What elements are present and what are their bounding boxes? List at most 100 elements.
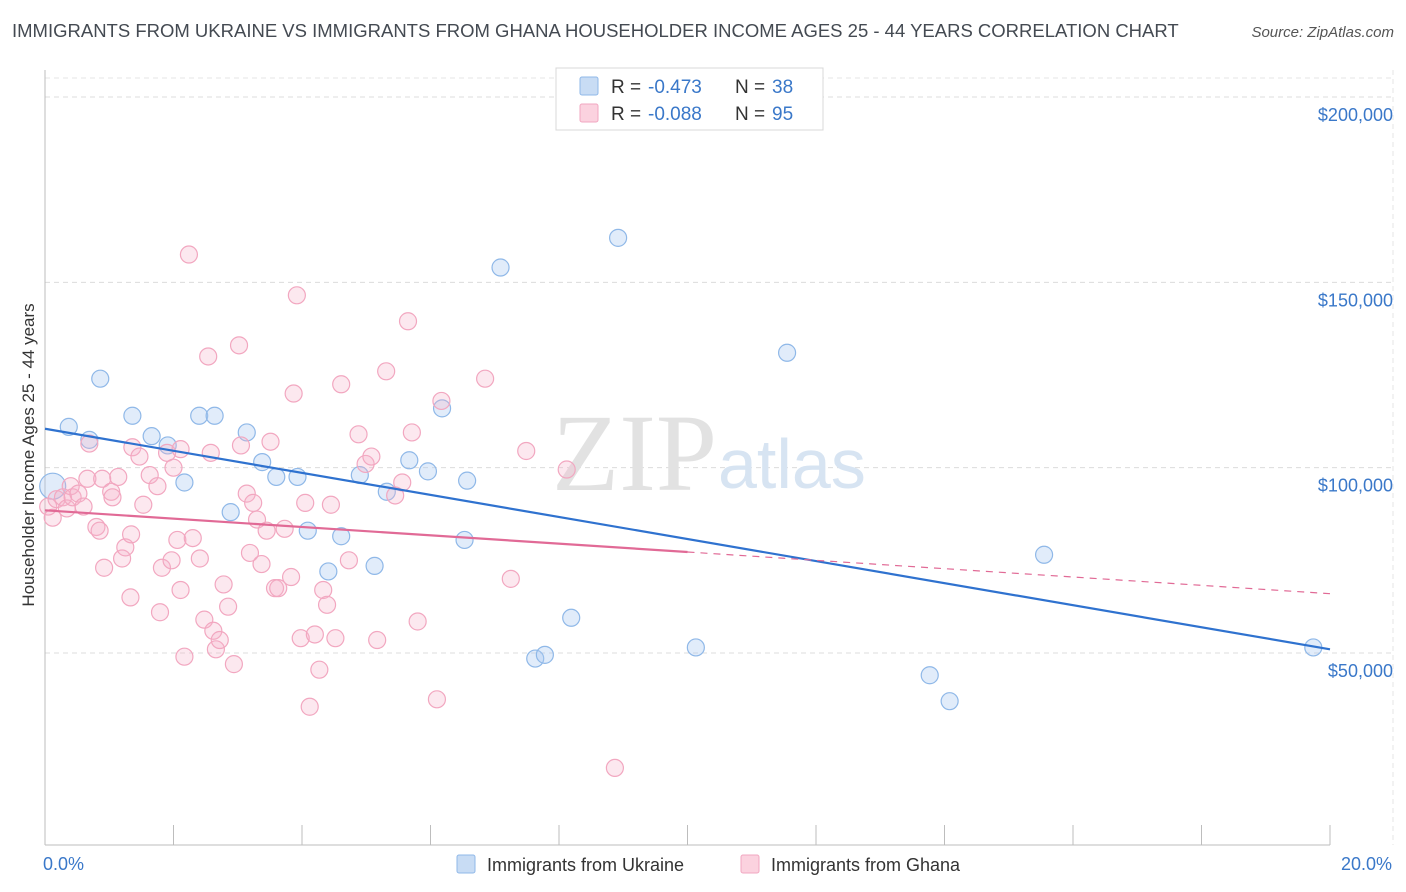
point-ukraine-9 <box>205 406 224 425</box>
point-ghana-31 <box>164 458 183 477</box>
point-ghana-74 <box>349 425 368 444</box>
point-ghana-76 <box>362 447 381 466</box>
point-ukraine-22 <box>418 462 438 481</box>
point-ghana-68 <box>314 580 333 600</box>
point-ukraine-16 <box>319 562 338 581</box>
point-ghana-86 <box>476 369 495 388</box>
point-ghana-1 <box>43 508 62 527</box>
legend-n-value-ghana: 95 <box>772 104 793 125</box>
legend-box <box>555 67 824 131</box>
point-ghana-28 <box>152 558 172 577</box>
point-ukraine-32 <box>777 343 797 362</box>
point-ghana-17 <box>109 467 128 487</box>
point-ghana-87 <box>501 569 520 588</box>
bottom-legend: Immigrants from Ukraine Immigrants from … <box>456 854 961 875</box>
point-ghana-90 <box>605 758 624 778</box>
bottom-legend-label-ukraine: Immigrants from Ukraine <box>487 855 684 875</box>
point-ghana-12 <box>90 521 109 540</box>
point-ukraine-23 <box>432 399 452 418</box>
point-ghana-67 <box>310 660 329 679</box>
point-ghana-78 <box>377 362 396 381</box>
point-ghana-64 <box>296 493 315 512</box>
point-ghana-47 <box>224 655 243 674</box>
watermark: ZIP atlas <box>552 392 866 514</box>
point-ukraine-3 <box>91 369 110 388</box>
legend-r-value-ghana: -0.088 <box>648 104 702 125</box>
point-ukraine-31 <box>686 638 705 657</box>
point-ghana-49 <box>231 436 251 455</box>
point-ukraine-17 <box>332 527 351 546</box>
axes <box>44 70 1331 846</box>
bottom-legend-label-ghana: Immigrants from Ghana <box>771 855 961 875</box>
legend-swatch-ghana <box>579 103 599 123</box>
point-ghana-89 <box>557 460 576 479</box>
y-tick-label-0: $50,000 <box>1328 661 1393 681</box>
point-ukraine-7 <box>175 473 194 492</box>
watermark-zip: ZIP <box>552 392 717 514</box>
y-axis-label: Householder Income Ages 25 - 44 years <box>19 303 38 606</box>
point-ghana-45 <box>214 575 233 594</box>
point-ukraine-34 <box>940 692 959 711</box>
legend-r-label-ukraine: R = <box>611 77 641 98</box>
point-ukraine-8 <box>190 406 209 425</box>
legend-r-value-ukraine: -0.473 <box>648 77 702 98</box>
point-ghana-20 <box>121 525 141 544</box>
trend-line-ghana-dashed <box>687 551 1331 595</box>
point-ghana-43 <box>206 640 226 659</box>
point-ukraine-27 <box>526 649 545 668</box>
point-ghana-58 <box>269 579 288 598</box>
point-ukraine-4 <box>123 406 142 425</box>
point-ghana-16 <box>103 488 122 507</box>
point-ukraine-24 <box>455 530 474 550</box>
bottom-legend-swatch-ghana <box>740 854 760 874</box>
legend-r-label-ghana: R = <box>611 104 641 125</box>
y-tick-labels: $50,000 $100,000 $150,000 $200,000 <box>1318 105 1393 681</box>
point-ghana-71 <box>326 629 345 648</box>
point-ghana-26 <box>148 477 167 496</box>
point-ghana-66 <box>305 625 324 644</box>
point-ukraine-19 <box>365 556 384 575</box>
point-ghana-51 <box>240 543 260 563</box>
point-ghana-10 <box>80 434 99 453</box>
point-ghana-27 <box>150 603 170 622</box>
point-ghana-54 <box>252 554 271 574</box>
point-ghana-77 <box>368 630 387 650</box>
point-ghana-32 <box>168 530 187 550</box>
x-tick-label-max: 20.0% <box>1341 854 1392 874</box>
point-ghana-55 <box>257 521 276 540</box>
point-ghana-63 <box>291 629 310 648</box>
point-ghana-38 <box>190 549 209 568</box>
point-ghana-44 <box>210 630 229 650</box>
point-ghana-15 <box>102 482 121 501</box>
legend-n-label-ukraine: N = <box>735 77 765 98</box>
point-ghana-88 <box>517 441 536 461</box>
watermark-atlas: atlas <box>718 425 866 503</box>
y-tick-label-2: $150,000 <box>1318 290 1393 310</box>
point-ghana-21 <box>121 588 140 607</box>
trend-lines <box>44 427 1331 651</box>
point-ghana-34 <box>171 580 190 600</box>
point-ghana-36 <box>179 245 199 264</box>
point-ghana-5 <box>61 477 80 496</box>
y-tick-label-1: $100,000 <box>1318 476 1393 496</box>
point-ghana-60 <box>281 567 301 587</box>
point-ukraine-25 <box>458 471 477 490</box>
point-ghana-33 <box>171 440 190 459</box>
point-ghana-72 <box>332 375 351 394</box>
point-ghana-30 <box>162 551 181 570</box>
point-ukraine-29 <box>562 608 581 627</box>
point-ghana-13 <box>93 469 112 488</box>
legend-n-value-ukraine: 38 <box>772 77 793 98</box>
point-ghana-82 <box>402 423 421 442</box>
point-ghana-61 <box>284 384 303 403</box>
point-ukraine-30 <box>609 228 628 247</box>
point-ukraine-5 <box>142 427 161 446</box>
point-ghana-73 <box>339 551 359 570</box>
point-ghana-69 <box>317 595 337 614</box>
point-ukraine-33 <box>920 666 939 685</box>
point-ghana-62 <box>287 286 306 305</box>
point-ghana-8 <box>74 497 93 516</box>
legend-n-label-ghana: N = <box>735 104 765 125</box>
point-ghana-2 <box>47 490 66 509</box>
